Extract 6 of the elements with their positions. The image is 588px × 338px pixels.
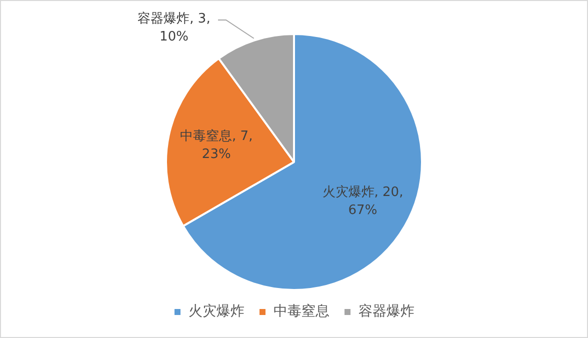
data-label: 中毒窒息, 7, 23% bbox=[180, 128, 253, 162]
data-label: 火灾爆炸, 20, 67% bbox=[322, 184, 404, 218]
legend-label: 中毒窒息 bbox=[274, 304, 330, 320]
legend-label: 火灾爆炸 bbox=[188, 304, 244, 320]
legend-label: 容器爆炸 bbox=[358, 304, 414, 320]
data-label: 容器爆炸, 3, 10% bbox=[138, 10, 210, 44]
